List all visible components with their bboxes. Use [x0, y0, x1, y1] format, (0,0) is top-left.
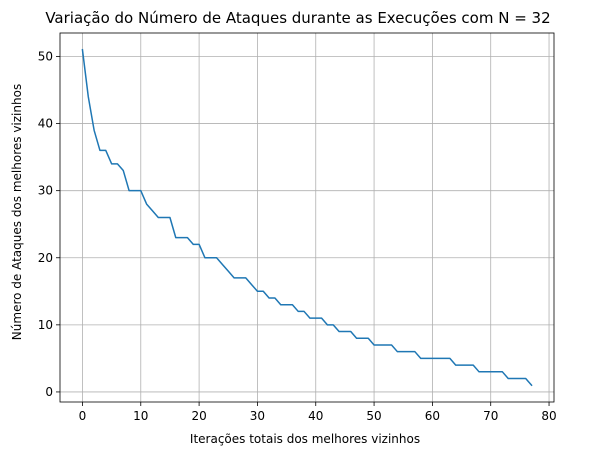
y-tick-label: 20 [38, 251, 53, 265]
y-tick-label: 40 [38, 117, 53, 131]
series-layer [81, 48, 533, 387]
y-tick-label: 50 [38, 49, 53, 63]
grid [60, 33, 554, 402]
plot-frame [59, 32, 555, 403]
x-tick-label: 70 [483, 409, 498, 423]
y-tick-label: 30 [38, 184, 53, 198]
chart-title: Variação do Número de Ataques durante as… [45, 9, 550, 27]
series-line [81, 48, 533, 387]
x-tick-label: 60 [425, 409, 440, 423]
x-tick-label: 30 [250, 409, 265, 423]
x-axis-label: Iterações totais dos melhores vizinhos [190, 432, 420, 446]
y-axis-label: Número de Ataques dos melhores vizinhos [10, 84, 24, 340]
x-tick-label: 20 [191, 409, 206, 423]
ticks: 0 10 20 30 40 50 60 70 80 0 10 20 30 40 50 [38, 49, 557, 423]
y-tick-label: 0 [45, 385, 53, 399]
x-tick-label: 0 [79, 409, 87, 423]
y-tick-label: 10 [38, 318, 53, 332]
x-tick-label: 50 [366, 409, 381, 423]
x-tick-label: 40 [308, 409, 323, 423]
x-tick-label: 80 [541, 409, 556, 423]
x-tick-label: 10 [133, 409, 148, 423]
